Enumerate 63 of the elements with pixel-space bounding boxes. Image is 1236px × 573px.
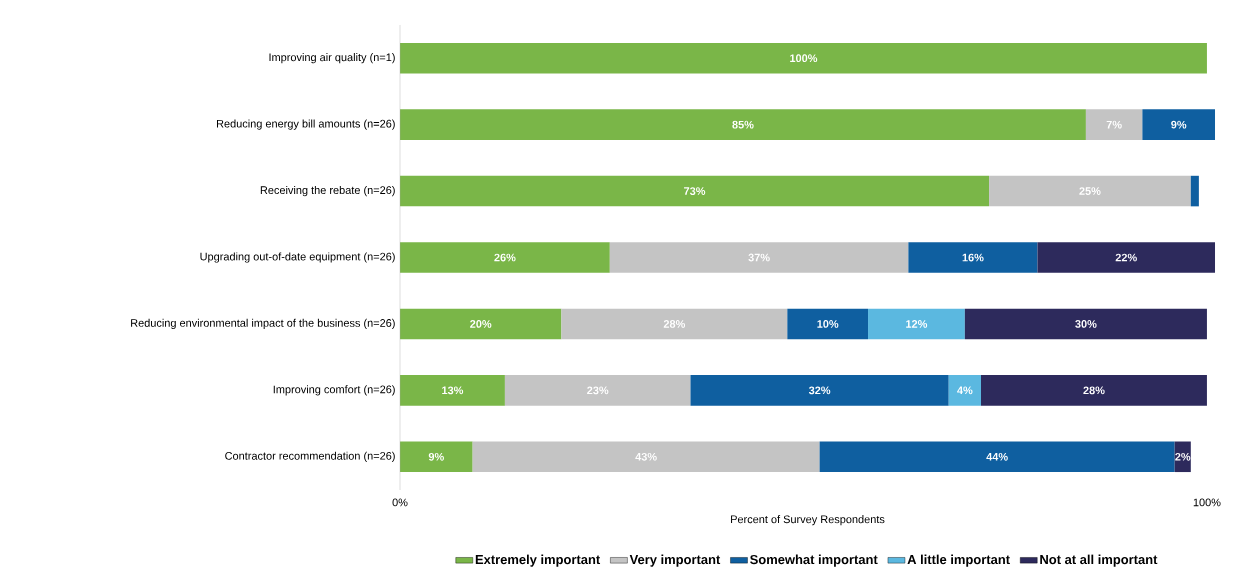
x-axis-title: Percent of Survey Respondents: [731, 515, 885, 526]
data-label: 73%: [684, 187, 706, 195]
data-label: 23%: [587, 386, 609, 395]
bar: [989, 175, 1191, 207]
bar: [964, 308, 1207, 340]
bar: [561, 308, 788, 340]
data-label: 4%: [957, 386, 973, 395]
data-label: 32%: [808, 386, 831, 395]
bar: [400, 42, 1207, 74]
y-tick-label: Improving comfort (n=26): [273, 385, 395, 396]
data-label: 85%: [732, 120, 754, 129]
data-label: 9%: [1171, 120, 1187, 129]
y-tick-label: Improving air quality (n=1): [269, 53, 395, 64]
x-tick-label: 0%: [392, 498, 408, 507]
bar: [981, 375, 1207, 406]
data-label: 100%: [790, 54, 818, 63]
data-label: 37%: [748, 253, 770, 262]
data-label: 28%: [663, 320, 686, 328]
data-label: 44%: [986, 452, 1008, 461]
bar: [400, 375, 505, 406]
bar: [400, 441, 473, 473]
legend-label: A little important: [907, 554, 1010, 567]
bar: [690, 375, 949, 406]
data-label: 43%: [635, 452, 657, 461]
bar: [1190, 175, 1199, 207]
bar: [472, 441, 820, 473]
data-label: 2%: [1175, 452, 1191, 461]
bar: [908, 242, 1038, 273]
bar: [1037, 242, 1216, 273]
y-tick-label: Upgrading out-of-date equipment (n=26): [200, 252, 395, 263]
bar: [1174, 441, 1191, 473]
bar: [400, 308, 562, 340]
bar: [400, 242, 610, 273]
y-tick-label: Contractor recommendation (n=26): [225, 451, 395, 462]
data-label: 20%: [470, 320, 492, 328]
legend-label: Somewhat important: [750, 554, 878, 567]
data-label: 28%: [1083, 386, 1105, 395]
bar: [868, 308, 965, 340]
legend-label: Very important: [629, 554, 721, 567]
data-label: 12%: [906, 320, 928, 328]
data-label: 13%: [442, 386, 464, 395]
bar: [819, 441, 1175, 473]
data-label: 25%: [1079, 187, 1101, 195]
data-label: 7%: [1106, 120, 1122, 129]
legend-label: Extremely important: [475, 554, 601, 567]
bar: [1142, 109, 1216, 140]
bar: [400, 175, 990, 207]
data-label: 9%: [428, 452, 444, 461]
data-label: 26%: [494, 253, 516, 262]
data-label: 16%: [962, 253, 984, 262]
data-label: 30%: [1075, 320, 1097, 328]
bar: [787, 308, 869, 340]
y-tick-label: Reducing environmental impact of the business (n=26): [131, 318, 395, 330]
bar: [1085, 109, 1143, 140]
data-label: 22%: [1115, 253, 1137, 262]
bar: [948, 375, 981, 406]
legend-label: Not at all important: [1040, 554, 1158, 567]
bar: [504, 375, 691, 406]
data-label: 10%: [817, 320, 839, 328]
bar: [400, 109, 1086, 140]
y-tick-label: Receiving the rebate (n=26): [260, 185, 395, 197]
y-tick-label: Reducing energy bill amounts (n=26): [217, 119, 395, 130]
bar: [609, 242, 909, 273]
